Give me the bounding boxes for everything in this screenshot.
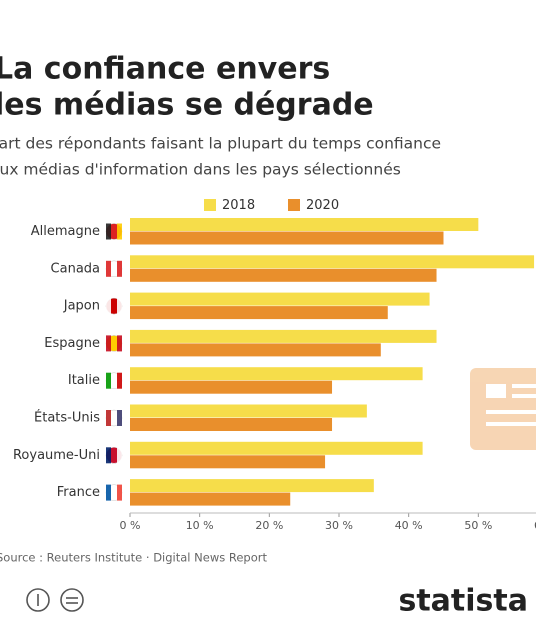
y-tick-label: Allemagne xyxy=(31,224,100,239)
bar xyxy=(130,218,479,231)
y-tick-label: Royaume-Uni xyxy=(13,448,100,463)
flag xyxy=(106,223,111,240)
legend-label: 2018 xyxy=(222,198,255,213)
x-tick-label: 40 % xyxy=(395,519,423,532)
x-tick-label: 10 % xyxy=(186,519,214,532)
bar xyxy=(130,329,437,343)
y-tick-label: États-Unis xyxy=(34,410,100,426)
flag xyxy=(117,447,122,464)
y-tick-label: Japon xyxy=(63,299,100,314)
x-tick-label: 20 % xyxy=(255,519,283,532)
legend-swatch xyxy=(204,199,216,211)
source: Source : Reuters Institute · Digital New… xyxy=(0,551,267,565)
legend-swatch xyxy=(288,199,300,211)
flag xyxy=(106,484,111,501)
bar xyxy=(130,268,437,282)
flag xyxy=(117,223,122,240)
bar xyxy=(130,292,430,306)
flag xyxy=(106,410,111,426)
bar xyxy=(130,343,381,357)
chart-subtitle: aux médias d'information dans les pays s… xyxy=(0,161,401,179)
x-tick-label: 30 % xyxy=(325,519,353,532)
chart-subtitle: Part des répondants faisant la plupart d… xyxy=(0,135,441,153)
x-tick-label: 50 % xyxy=(464,519,492,532)
bar xyxy=(130,231,444,245)
flag xyxy=(106,335,111,352)
flag xyxy=(117,335,122,352)
x-tick-label: 0 % xyxy=(120,519,141,532)
flag xyxy=(106,298,111,315)
bar xyxy=(130,441,423,455)
bar xyxy=(130,367,423,381)
flag xyxy=(106,260,111,277)
bar xyxy=(130,404,367,418)
bar xyxy=(130,479,374,493)
flag xyxy=(117,298,122,315)
bar xyxy=(130,455,326,469)
y-tick-label: Canada xyxy=(51,261,100,276)
y-tick-label: France xyxy=(57,485,100,500)
bar xyxy=(130,306,388,320)
legend-label: 2020 xyxy=(306,198,339,213)
flag xyxy=(106,447,111,464)
flag xyxy=(117,410,122,426)
bar xyxy=(130,380,333,394)
flag xyxy=(117,484,122,501)
chart-title: les médias se dégrade xyxy=(0,88,374,123)
x-tick-label: 60 % xyxy=(534,519,536,532)
y-tick-label: Italie xyxy=(68,373,100,388)
flag xyxy=(117,260,122,277)
logo: statista xyxy=(398,584,528,619)
decor-icon xyxy=(470,368,536,450)
license-icons xyxy=(26,588,84,612)
flag xyxy=(117,372,122,389)
flag xyxy=(106,372,111,389)
bar xyxy=(130,255,535,269)
bar xyxy=(130,418,333,431)
y-tick-label: Espagne xyxy=(44,336,100,351)
chart-title: La confiance envers xyxy=(0,52,330,87)
bar xyxy=(130,492,291,506)
